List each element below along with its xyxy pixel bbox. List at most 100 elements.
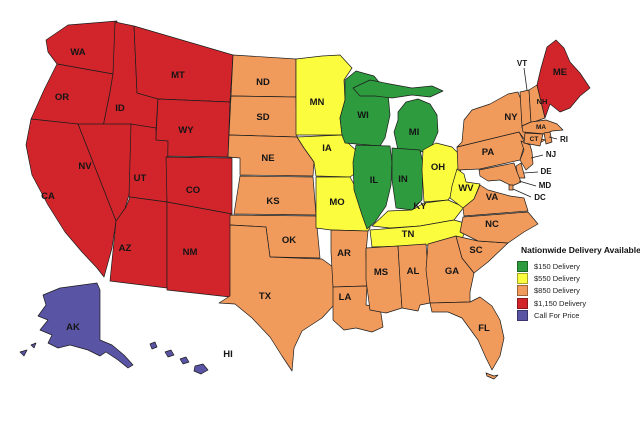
legend-swatch-orange (517, 285, 528, 297)
state-illinois (352, 144, 393, 230)
state-label-hi: HI (223, 349, 233, 360)
state-label-va: VA (486, 192, 499, 203)
legend-label-1150: $1,150 Delivery (534, 298, 587, 308)
state-west-virginia (449, 168, 481, 209)
state-label-ms: MS (374, 267, 388, 278)
state-new-mexico (166, 201, 233, 298)
state-mississippi (365, 245, 403, 314)
state-label-wy: WY (178, 125, 194, 136)
legend-label-150: $150 Delivery (534, 261, 580, 271)
state-label-nc: NC (485, 219, 499, 230)
legend-row-1150: $1,150 Delivery (512, 297, 639, 309)
state-label-de: DE (540, 167, 552, 176)
state-florida (429, 296, 505, 380)
state-new-jersey (519, 140, 534, 171)
state-alaska (19, 282, 134, 369)
state-label-nd: ND (256, 77, 270, 88)
states-layer (19, 20, 591, 380)
state-label-me: ME (553, 67, 567, 78)
state-label-ca: CA (41, 191, 55, 202)
state-rhode-island (543, 131, 553, 145)
state-label-mt: MT (171, 70, 185, 81)
state-label-al: AL (407, 266, 420, 277)
legend-swatch-red (517, 297, 528, 309)
state-texas (218, 224, 335, 372)
state-label-ar: AR (337, 248, 351, 259)
legend-row-call: Call For Price (512, 310, 639, 322)
state-label-wv: WV (458, 183, 474, 194)
state-label-ut: UT (134, 173, 147, 184)
state-label-mn: MN (310, 97, 325, 108)
state-label-ne: NE (261, 153, 274, 164)
state-montana (133, 25, 234, 103)
state-label-ok: OK (282, 235, 296, 246)
state-michigan (352, 79, 444, 153)
state-label-mi: MI (409, 127, 420, 138)
state-label-nj: NJ (546, 150, 556, 159)
pointer-line-dc (512, 188, 532, 198)
state-label-nh: NH (537, 97, 548, 106)
state-label-mo: MO (329, 197, 344, 208)
pointer-line-vt (523, 67, 528, 91)
legend-swatch-yellow (517, 273, 528, 285)
state-label-nm: NM (183, 247, 198, 258)
legend-swatch-purple (517, 310, 528, 322)
state-maine (536, 39, 591, 119)
state-massachusetts (521, 119, 564, 135)
state-oregon (30, 63, 114, 128)
pointer-line-ri (548, 136, 558, 140)
state-label-oh: OH (431, 162, 445, 173)
state-label-vt: VT (517, 59, 527, 68)
state-label-ri: RI (560, 135, 568, 144)
state-label-ia: IA (322, 143, 332, 154)
state-label-ct: CT (530, 136, 539, 143)
state-label-ny: NY (504, 112, 518, 123)
state-label-nv: NV (78, 161, 92, 172)
state-label-fl: FL (478, 323, 490, 334)
pointer-line-md (518, 180, 537, 187)
state-label-pa: PA (482, 147, 495, 158)
legend-label-550: $550 Delivery (534, 274, 580, 284)
state-label-in: IN (398, 174, 408, 185)
pointer-line-nj (530, 154, 544, 159)
state-label-wa: WA (70, 47, 85, 58)
pointer-line-de (523, 171, 539, 174)
legend-row-850: $850 Delivery (512, 285, 639, 297)
state-label-il: IL (370, 175, 379, 186)
state-label-sd: SD (256, 112, 269, 123)
state-label-ky: KY (413, 201, 427, 212)
state-hawaii (149, 341, 209, 375)
state-virginia (462, 184, 529, 217)
state-district-of-columbia (508, 184, 514, 191)
legend-row-150: $150 Delivery (512, 260, 639, 272)
state-california (25, 118, 117, 278)
state-utah (128, 123, 169, 203)
state-label-or: OR (55, 92, 69, 103)
legend-row-550: $550 Delivery (512, 272, 639, 285)
state-label-ma: MA (536, 124, 546, 131)
state-label-tx: TX (259, 291, 272, 302)
pointer-lines (512, 67, 558, 198)
legend-label-call: Call For Price (534, 311, 580, 321)
state-label-dc: DC (534, 193, 546, 202)
state-label-ks: KS (266, 196, 279, 207)
state-label-sc: SC (469, 245, 482, 256)
state-label-la: LA (339, 292, 352, 303)
legend-swatch-green (517, 260, 528, 272)
state-north-carolina (459, 211, 539, 244)
state-label-wi: WI (357, 110, 369, 121)
state-indiana (391, 147, 424, 211)
legend-title: Nationwide Delivery Available (521, 245, 640, 255)
state-north-dakota (230, 54, 297, 98)
state-label-co: CO (186, 185, 200, 196)
state-label-ak: AK (66, 322, 80, 333)
state-label-id: ID (115, 103, 125, 114)
state-label-md: MD (539, 181, 552, 190)
state-label-tn: TN (402, 229, 415, 240)
legend-label-850: $850 Delivery (534, 286, 580, 296)
state-connecticut (523, 132, 544, 147)
state-label-ga: GA (445, 266, 459, 277)
state-label-az: AZ (119, 243, 132, 254)
